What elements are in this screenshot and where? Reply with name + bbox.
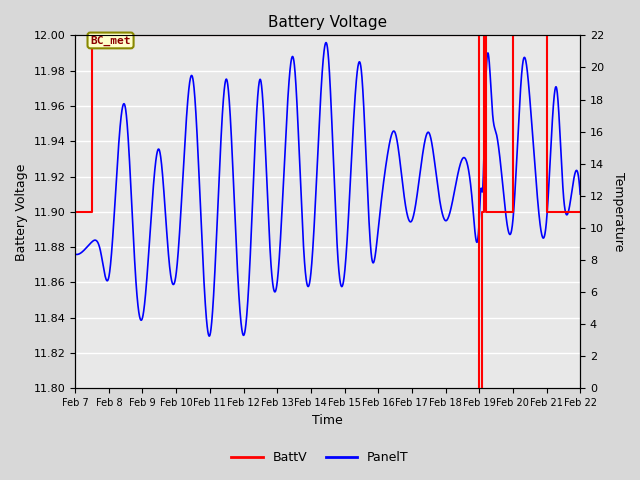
Y-axis label: Battery Voltage: Battery Voltage (15, 163, 28, 261)
Text: BC_met: BC_met (90, 36, 131, 46)
Title: Battery Voltage: Battery Voltage (268, 15, 387, 30)
X-axis label: Time: Time (312, 414, 343, 427)
Y-axis label: Temperature: Temperature (612, 172, 625, 252)
Legend: BattV, PanelT: BattV, PanelT (227, 446, 413, 469)
